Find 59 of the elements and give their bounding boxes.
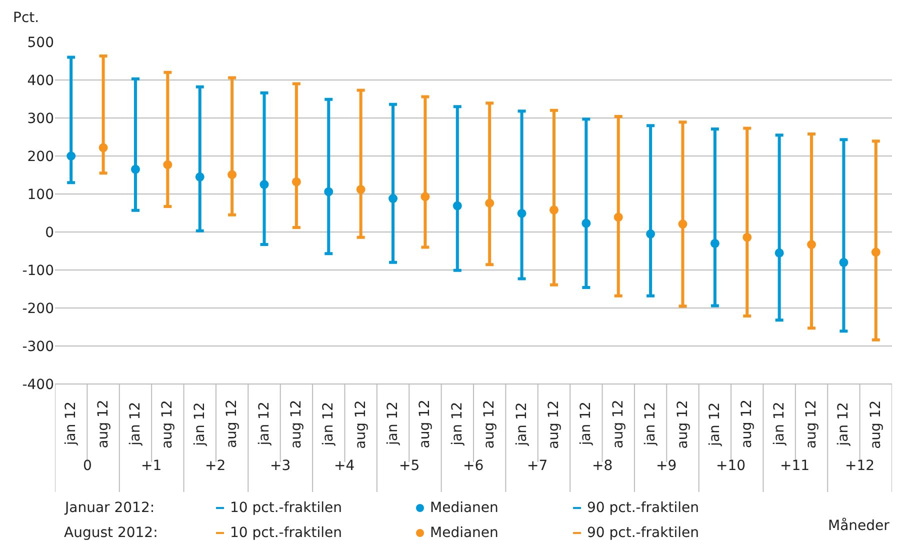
text: August 2012: — [64, 525, 158, 541]
x-tick-label: 0 — [83, 458, 92, 474]
text: 10 pct.-fraktilen — [230, 500, 342, 516]
x-tick-label: +2 — [205, 458, 226, 474]
y-tick-label: 300 — [27, 110, 54, 127]
x-tick-label: +9 — [656, 458, 677, 474]
text: aug 12 — [674, 400, 691, 449]
x-tick-label: +7 — [527, 458, 548, 474]
text: 90 pct.-fraktilen — [587, 500, 699, 516]
text: jan 12 — [514, 402, 530, 446]
text: aug 12 — [224, 399, 240, 448]
text: jan 12 — [706, 402, 723, 446]
text: aug 12 — [288, 400, 304, 448]
text: aug 12 — [546, 400, 562, 449]
text: aug 12 — [352, 400, 369, 449]
x-tick-label: +5 — [399, 458, 420, 474]
text: jan 12 — [642, 402, 659, 446]
text: jan 12 — [192, 402, 208, 446]
x-axis-title: Måneder — [828, 517, 890, 534]
y-tick-label: 500 — [27, 34, 54, 51]
text: aug 12 — [868, 400, 884, 449]
y-tick-label: -300 — [22, 338, 54, 355]
text: aug 12 — [417, 400, 434, 448]
y-tick-label: 0 — [45, 224, 54, 241]
x-tick-label: +6 — [463, 458, 484, 474]
text: 10 pct.-fraktilen — [230, 525, 342, 541]
x-tick-label: +11 — [780, 458, 810, 474]
text: aug 12 — [482, 400, 498, 449]
x-tick-label: +3 — [270, 458, 291, 474]
x-tick-label: +8 — [592, 458, 613, 474]
y-tick-label: -200 — [22, 300, 54, 317]
y-tick-label: 200 — [27, 148, 54, 165]
text: jan 12 — [771, 402, 788, 446]
text: jan 12 — [63, 401, 80, 446]
text: aug 12 — [95, 400, 112, 448]
text: aug 12 — [804, 400, 820, 449]
x-tick-label: +12 — [845, 458, 875, 474]
text: aug 12 — [160, 400, 176, 449]
x-tick-label: +4 — [334, 458, 355, 474]
text: aug 12 — [739, 400, 756, 448]
y-tick-label: -400 — [22, 376, 54, 393]
x-tick-label: +10 — [716, 458, 746, 474]
text: aug 12 — [610, 400, 626, 448]
text: Medianen — [430, 500, 498, 516]
text: jan 12 — [578, 402, 594, 446]
text: jan 12 — [385, 401, 402, 446]
text: jan 12 — [449, 402, 466, 446]
y-axis-title: Pct. — [13, 10, 40, 26]
text: jan 12 — [256, 402, 272, 446]
x-tick-label: +1 — [141, 458, 162, 474]
text: 90 pct.-fraktilen — [587, 525, 699, 541]
text: Januar 2012: — [64, 500, 155, 516]
y-tick-label: 100 — [27, 186, 54, 203]
text: jan 12 — [127, 402, 144, 446]
text: Medianen — [430, 525, 498, 541]
y-tick-label: -100 — [22, 262, 54, 279]
y-tick-label: 400 — [27, 72, 54, 89]
text: jan 12 — [836, 402, 852, 447]
text: jan 12 — [320, 402, 337, 446]
